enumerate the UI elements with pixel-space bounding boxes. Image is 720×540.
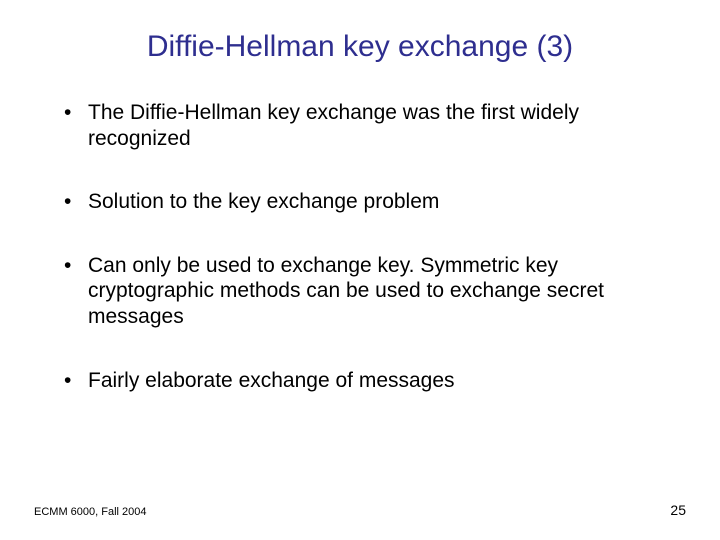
bullet-item: The Diffie-Hellman key exchange was the …	[64, 100, 668, 151]
slide-title: Diffie-Hellman key exchange (3)	[52, 30, 668, 64]
footer-page-number: 25	[670, 502, 686, 518]
bullet-item: Can only be used to exchange key. Symmet…	[64, 253, 668, 330]
bullet-item: Fairly elaborate exchange of messages	[64, 368, 668, 394]
slide: Diffie-Hellman key exchange (3) The Diff…	[0, 0, 720, 540]
bullet-list: The Diffie-Hellman key exchange was the …	[52, 100, 668, 393]
bullet-item: Solution to the key exchange problem	[64, 189, 668, 215]
footer-course: ECMM 6000, Fall 2004	[34, 506, 147, 518]
